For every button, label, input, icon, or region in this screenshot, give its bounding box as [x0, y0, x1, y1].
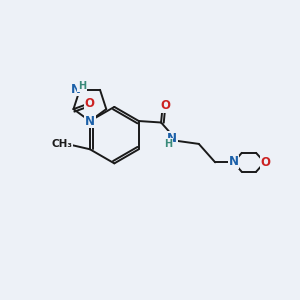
Text: N: N — [85, 115, 95, 128]
Text: H: H — [78, 81, 86, 91]
Text: N: N — [70, 83, 81, 96]
Text: N: N — [167, 132, 177, 145]
Text: O: O — [84, 97, 94, 110]
Text: O: O — [160, 99, 170, 112]
Text: CH₃: CH₃ — [52, 139, 73, 149]
Text: N: N — [229, 155, 238, 168]
Text: H: H — [164, 139, 172, 149]
Text: O: O — [260, 156, 270, 169]
